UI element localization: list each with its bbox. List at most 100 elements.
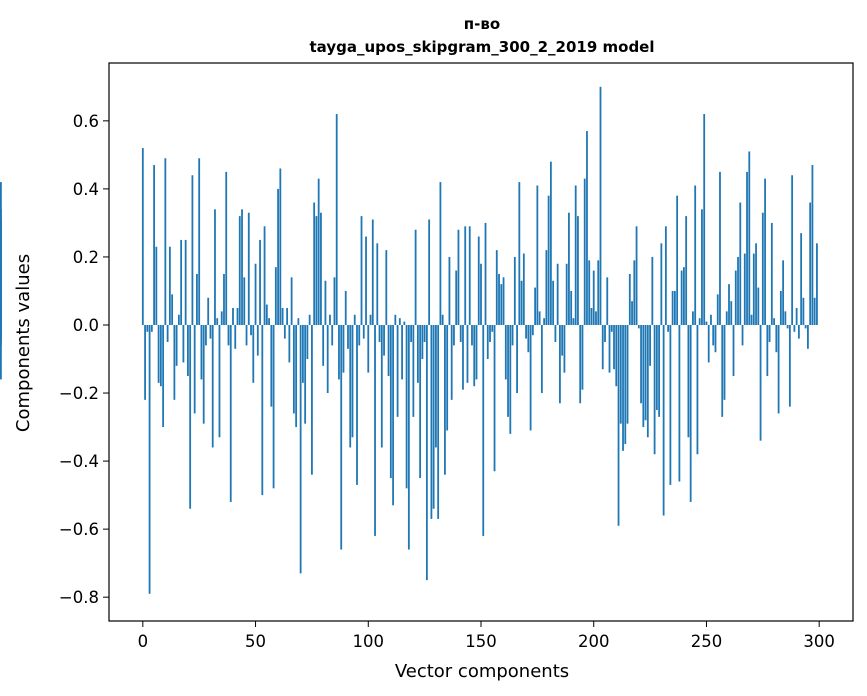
bar-80 (322, 324, 325, 366)
bar-0 (141, 148, 144, 325)
x-tick-label: 150 (465, 632, 497, 651)
bar-124 (421, 324, 424, 360)
bar-69 (297, 318, 300, 325)
bar-250 (705, 321, 708, 325)
bar-12 (168, 246, 171, 325)
bar-229 (658, 324, 661, 417)
bar-238 (678, 324, 681, 482)
bar-13 (171, 294, 174, 325)
bar-157 (495, 250, 498, 325)
bar-41 (234, 324, 237, 349)
bar-244 (692, 311, 694, 325)
bar-45 (243, 277, 246, 325)
bar-134 (444, 324, 446, 475)
bar-249 (703, 114, 706, 325)
bar-137 (450, 324, 453, 400)
bar-156 (493, 324, 496, 472)
bar-93 (351, 324, 354, 438)
bar-undefined (0, 324, 2, 336)
bar-158 (498, 273, 500, 325)
bar-168 (520, 280, 523, 325)
bar-129 (432, 324, 435, 509)
bar-175 (536, 185, 539, 325)
bar-40 (232, 307, 234, 325)
bar-211 (617, 324, 620, 526)
bar-240 (683, 267, 685, 325)
bar-201 (595, 311, 597, 325)
bar-171 (527, 324, 530, 353)
bar-177 (540, 324, 543, 394)
bar-261 (730, 301, 733, 325)
bar-94 (353, 314, 356, 325)
bar-204 (601, 324, 604, 370)
bar-29 (207, 297, 210, 325)
chart-title: п-во (464, 15, 500, 33)
bar-57 (270, 324, 273, 407)
bar-154 (489, 324, 491, 342)
bar-193 (577, 216, 579, 325)
bar-51 (256, 324, 259, 356)
bar-75 (311, 324, 313, 475)
x-tick-label: 100 (353, 632, 385, 651)
bar-290 (795, 307, 798, 325)
bar-127 (428, 219, 431, 325)
bar-299 (816, 243, 818, 325)
bar-145 (468, 226, 471, 325)
bar-112 (394, 314, 397, 325)
bar-165 (513, 256, 516, 325)
bar-95 (356, 324, 358, 485)
bar-17 (180, 239, 183, 325)
bar-248 (701, 209, 703, 325)
bar-282 (777, 324, 780, 414)
bar-81 (324, 280, 327, 325)
bar-245 (694, 185, 697, 325)
bar-218 (633, 260, 636, 325)
bar-289 (793, 324, 796, 332)
bar-143 (464, 226, 467, 325)
bar-104 (376, 243, 379, 325)
y-tick-label: 0.4 (73, 180, 99, 199)
bar-166 (516, 324, 518, 394)
bar-263 (734, 270, 737, 325)
bar-169 (522, 253, 525, 325)
bar-163 (509, 324, 512, 434)
bar-192 (574, 185, 577, 325)
bar-105 (378, 324, 381, 342)
bar-50 (254, 263, 257, 325)
y-axis-ticks: −0.8 −0.6 −0.4 −0.2 0.0 0.2 0.4 0.6 (59, 112, 109, 607)
y-tick-label: −0.2 (59, 384, 99, 403)
bar-281 (775, 324, 778, 353)
bar-271 (752, 253, 755, 325)
bar-297 (811, 165, 814, 325)
bar-186 (561, 324, 564, 356)
bar-203 (599, 86, 602, 325)
bar-267 (743, 253, 746, 325)
bar-102 (371, 219, 374, 325)
bar-62 (281, 307, 284, 325)
bar-170 (525, 324, 527, 339)
bar-141 (459, 324, 462, 342)
bar-283 (779, 290, 782, 325)
bar-58 (272, 324, 275, 489)
bar-277 (766, 324, 769, 377)
bar-2 (146, 324, 149, 332)
bar-79 (320, 212, 322, 325)
x-tick-label: 300 (803, 632, 835, 651)
bar-96 (358, 324, 361, 346)
bar-88 (340, 324, 343, 550)
bar-173 (531, 324, 534, 336)
bar-31 (211, 324, 214, 448)
bar-197 (586, 131, 588, 325)
bar-185 (559, 324, 561, 404)
bar-195 (581, 324, 584, 390)
bar-149 (477, 236, 480, 325)
bar-42 (236, 307, 239, 325)
bar-293 (802, 297, 805, 325)
bar-278 (768, 324, 771, 342)
bar-252 (710, 314, 712, 325)
bar-276 (764, 178, 766, 325)
y-tick-label: 0.0 (73, 316, 99, 335)
bar-55 (265, 304, 268, 325)
bar-5 (153, 165, 155, 325)
bar-74 (308, 314, 311, 325)
